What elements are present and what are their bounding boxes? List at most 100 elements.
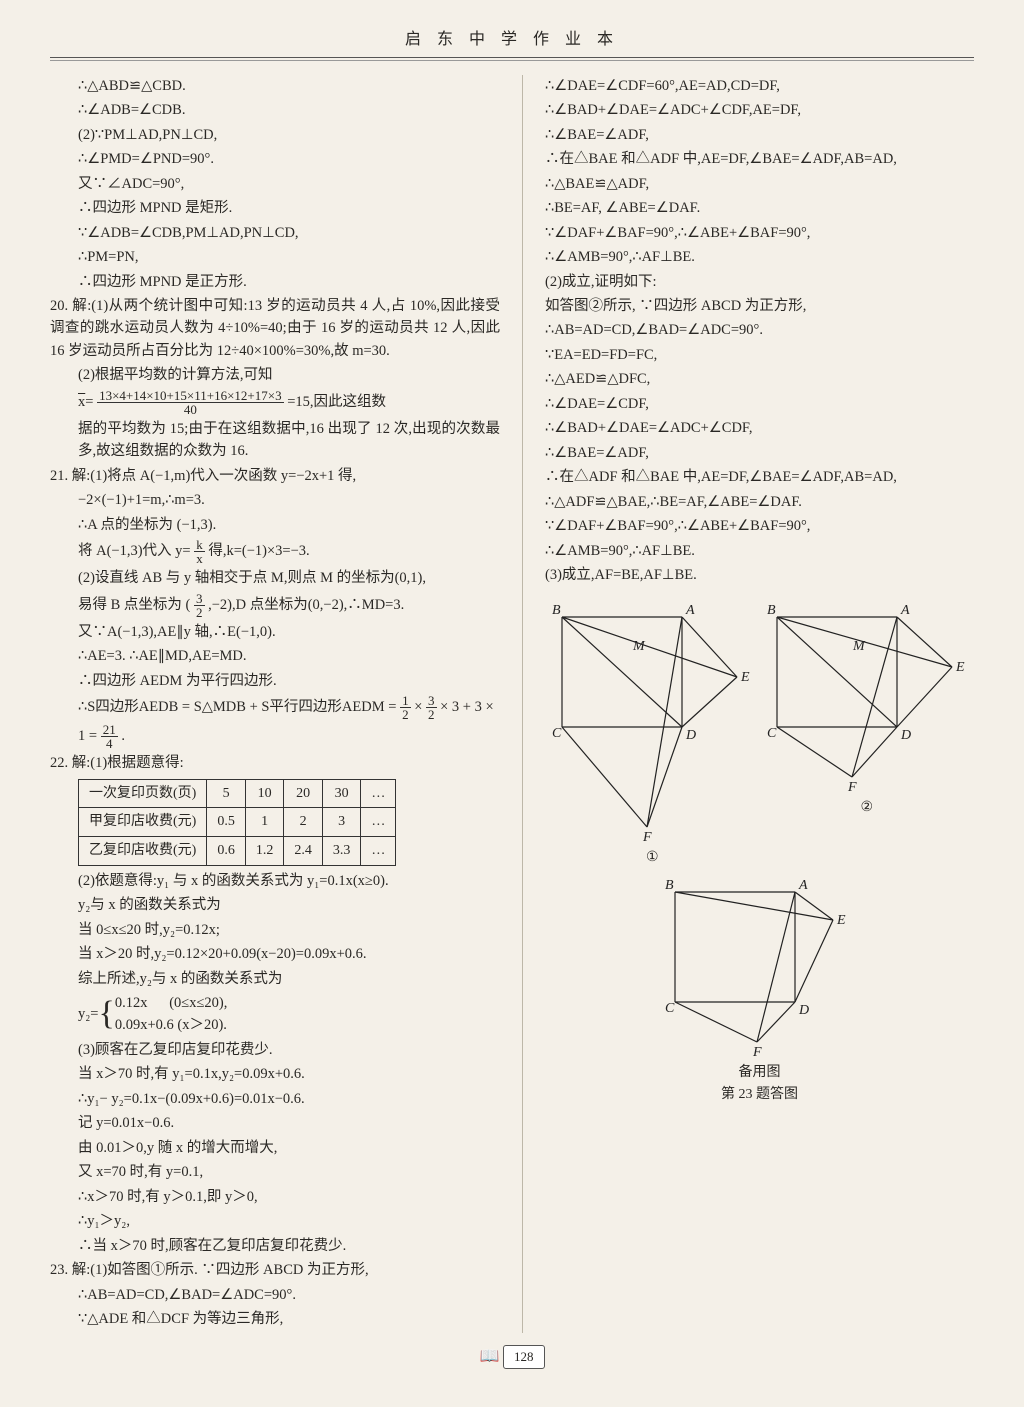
text: x= 13×4+14×10+15×11+16×12+17×340 =15,因此这… xyxy=(50,389,500,416)
text: 据的平均数为 15;由于在这组数据中,16 出现了 12 次,出现的次数最多,故… xyxy=(50,418,500,463)
text: ∵∠DAF+∠BAF=90°,∴∠ABE+∠BAF=90°, xyxy=(545,222,974,244)
text: (3)顾客在乙复印店复印花费少. xyxy=(50,1039,500,1061)
text: ∴AB=AD=CD,∠BAD=∠ADC=90°. xyxy=(50,1284,500,1306)
text: 易得 B 点坐标为 ( 32 ,−2),D 点坐标为(0,−2),∴MD=3. xyxy=(50,592,500,619)
svg-text:B: B xyxy=(552,603,561,618)
svg-text:E: E xyxy=(836,913,846,928)
svg-text:F: F xyxy=(752,1045,762,1060)
text: ∴∠BAE=∠ADF, xyxy=(545,124,974,146)
text: (2)依题意得:y₁ 与 x 的函数关系式为 y₁=0.1x(x≥0). xyxy=(50,870,500,892)
text: (2)∵PM⊥AD,PN⊥CD, xyxy=(50,124,500,146)
text: ∴BE=AF, ∠ABE=∠DAF. xyxy=(545,197,974,219)
q23: 23. 解:(1)如答图①所示. ∵四边形 ABCD 为正方形, xyxy=(50,1259,500,1281)
text: 0.09x+0.6 (x＞20). xyxy=(115,1014,228,1036)
text: 又∵∠ADC=90°, xyxy=(50,173,500,195)
text: ∴x＞70 时,有 y＞0.1,即 y＞0, xyxy=(50,1186,500,1208)
text: =15,因此这组数 xyxy=(287,394,386,410)
svg-text:D: D xyxy=(798,1003,809,1018)
figure-row-1: BAMECDF ① BAMECDF ② xyxy=(545,597,974,869)
svg-text:C: C xyxy=(552,726,562,741)
text: 当 0≤x≤20 时,y₂=0.12x; xyxy=(50,919,500,941)
geometry-diagram: BAMECDF xyxy=(767,597,967,797)
figure-2: BAMECDF ② xyxy=(767,597,967,869)
svg-text:M: M xyxy=(852,639,866,654)
svg-text:A: A xyxy=(798,878,808,893)
text: ∴∠AMB=90°,∴AF⊥BE. xyxy=(545,246,974,268)
text: ∴在△BAE 和△ADF 中,AE=DF,∠BAE=∠ADF,AB=AD, xyxy=(545,148,974,170)
fig-caption: 第 23 题答图 xyxy=(545,1084,974,1106)
cell: 3 xyxy=(322,808,361,837)
q21: 21. 解:(1)将点 A(−1,m)代入一次函数 y=−2x+1 得, xyxy=(50,465,500,487)
cell: 20 xyxy=(284,779,323,808)
text: ∴∠PMD=∠PND=90°. xyxy=(50,148,500,170)
text: ∵△ADE 和△DCF 为等边三角形, xyxy=(50,1308,500,1330)
text: ∴y₁− y₂=0.1x−(0.09x+0.6)=0.01x−0.6. xyxy=(50,1088,500,1110)
text: ∴四边形 MPND 是矩形. xyxy=(50,197,500,219)
cell: 乙复印店收费(元) xyxy=(79,836,207,865)
text: ∴∠BAD+∠DAE=∠ADC+∠CDF,AE=DF, xyxy=(545,99,974,121)
text: 1 = 214 . xyxy=(50,723,500,750)
fraction-den: 4 xyxy=(101,737,118,750)
text: ∴四边形 MPND 是正方形. xyxy=(50,271,500,293)
geometry-diagram: BAMECDF xyxy=(552,597,752,847)
svg-text:A: A xyxy=(685,603,695,618)
cell: 1 xyxy=(245,808,284,837)
text: ∴AB=AD=CD,∠BAD=∠ADC=90°. xyxy=(545,319,974,341)
text: ∴△ADF≌△BAE,∴BE=AF,∠ABE=∠DAF. xyxy=(545,491,974,513)
cell: 10 xyxy=(245,779,284,808)
left-column: ∴△ABD≌△CBD. ∴∠ADB=∠CDB. (2)∵PM⊥AD,PN⊥CD,… xyxy=(50,75,500,1333)
fraction-num: 13×4+14×10+15×11+16×12+17×3 xyxy=(97,389,284,403)
svg-text:B: B xyxy=(767,603,776,618)
figure-1: BAMECDF ① xyxy=(552,597,752,869)
text: 又∵A(−1,3),AE∥y 轴,∴E(−1,0). xyxy=(50,621,500,643)
fig-caption: ② xyxy=(767,797,967,819)
cell: … xyxy=(361,808,396,837)
text: 由 0.01＞0,y 随 x 的增大而增大, xyxy=(50,1137,500,1159)
svg-text:A: A xyxy=(900,603,910,618)
text: (2)成立,证明如下: xyxy=(545,271,974,293)
fraction-num: 1 xyxy=(400,694,411,708)
text: ∴y₁＞y₂, xyxy=(50,1210,500,1232)
fig-caption: 备用图 xyxy=(545,1062,974,1084)
text: 综上所述,y₂与 x 的函数关系式为 xyxy=(50,968,500,990)
cell: 30 xyxy=(322,779,361,808)
cell: 甲复印店收费(元) xyxy=(79,808,207,837)
cell: 0.6 xyxy=(207,836,246,865)
svg-text:C: C xyxy=(767,726,777,741)
page-number: 📖 128 xyxy=(50,1345,974,1370)
cell: 5 xyxy=(207,779,246,808)
svg-text:D: D xyxy=(685,728,696,743)
geometry-diagram: BAECDF xyxy=(665,872,855,1062)
text: 0.12x (0≤x≤20), xyxy=(115,992,228,1014)
text: 当 x＞20 时,y₂=0.12×20+0.09(x−20)=0.09x+0.6… xyxy=(50,943,500,965)
text: ∴∠DAE=∠CDF=60°,AE=AD,CD=DF, xyxy=(545,75,974,97)
cell: 3.3 xyxy=(322,836,361,865)
text: 将 A(−1,3)代入 y= kx 得,k=(−1)×3=−3. xyxy=(50,538,500,565)
cell: … xyxy=(361,779,396,808)
table-row: 乙复印店收费(元) 0.6 1.2 2.4 3.3 … xyxy=(79,836,396,865)
text: ∴∠AMB=90°,∴AF⊥BE. xyxy=(545,540,974,562)
fraction-den: 2 xyxy=(400,708,411,721)
svg-text:F: F xyxy=(847,780,857,795)
text: ∴A 点的坐标为 (−1,3). xyxy=(50,514,500,536)
text: 如答图②所示, ∵四边形 ABCD 为正方形, xyxy=(545,295,974,317)
copy-cost-table: 一次复印页数(页) 5 10 20 30 … 甲复印店收费(元) 0.5 1 2… xyxy=(78,779,396,866)
text: ∴△ABD≌△CBD. xyxy=(50,75,500,97)
text: ∴△AED≌△DFC, xyxy=(545,368,974,390)
text: ∴∠BAE=∠ADF, xyxy=(545,442,974,464)
text: y₂与 x 的函数关系式为 xyxy=(50,894,500,916)
fraction-num: 3 xyxy=(194,592,205,606)
page-number-value: 128 xyxy=(503,1345,545,1369)
text: ∴AE=3. ∴AE∥MD,AE=MD. xyxy=(50,645,500,667)
figure-3: BAECDF 备用图 第 23 题答图 xyxy=(545,872,974,1105)
fraction-num: 21 xyxy=(101,723,118,737)
fig-caption: ① xyxy=(552,847,752,869)
text: ∴∠DAE=∠CDF, xyxy=(545,393,974,415)
text: ∵∠ADB=∠CDB,PM⊥AD,PN⊥CD, xyxy=(50,222,500,244)
text: (3)成立,AF=BE,AF⊥BE. xyxy=(545,564,974,586)
fraction-den: 2 xyxy=(194,606,205,619)
cell: 2.4 xyxy=(284,836,323,865)
text: (2)设直线 AB 与 y 轴相交于点 M,则点 M 的坐标为(0,1), xyxy=(50,567,500,589)
text: ∴在△ADF 和△BAE 中,AE=DF,∠BAE=∠ADF,AB=AD, xyxy=(545,466,974,488)
text: ∴PM=PN, xyxy=(50,246,500,268)
